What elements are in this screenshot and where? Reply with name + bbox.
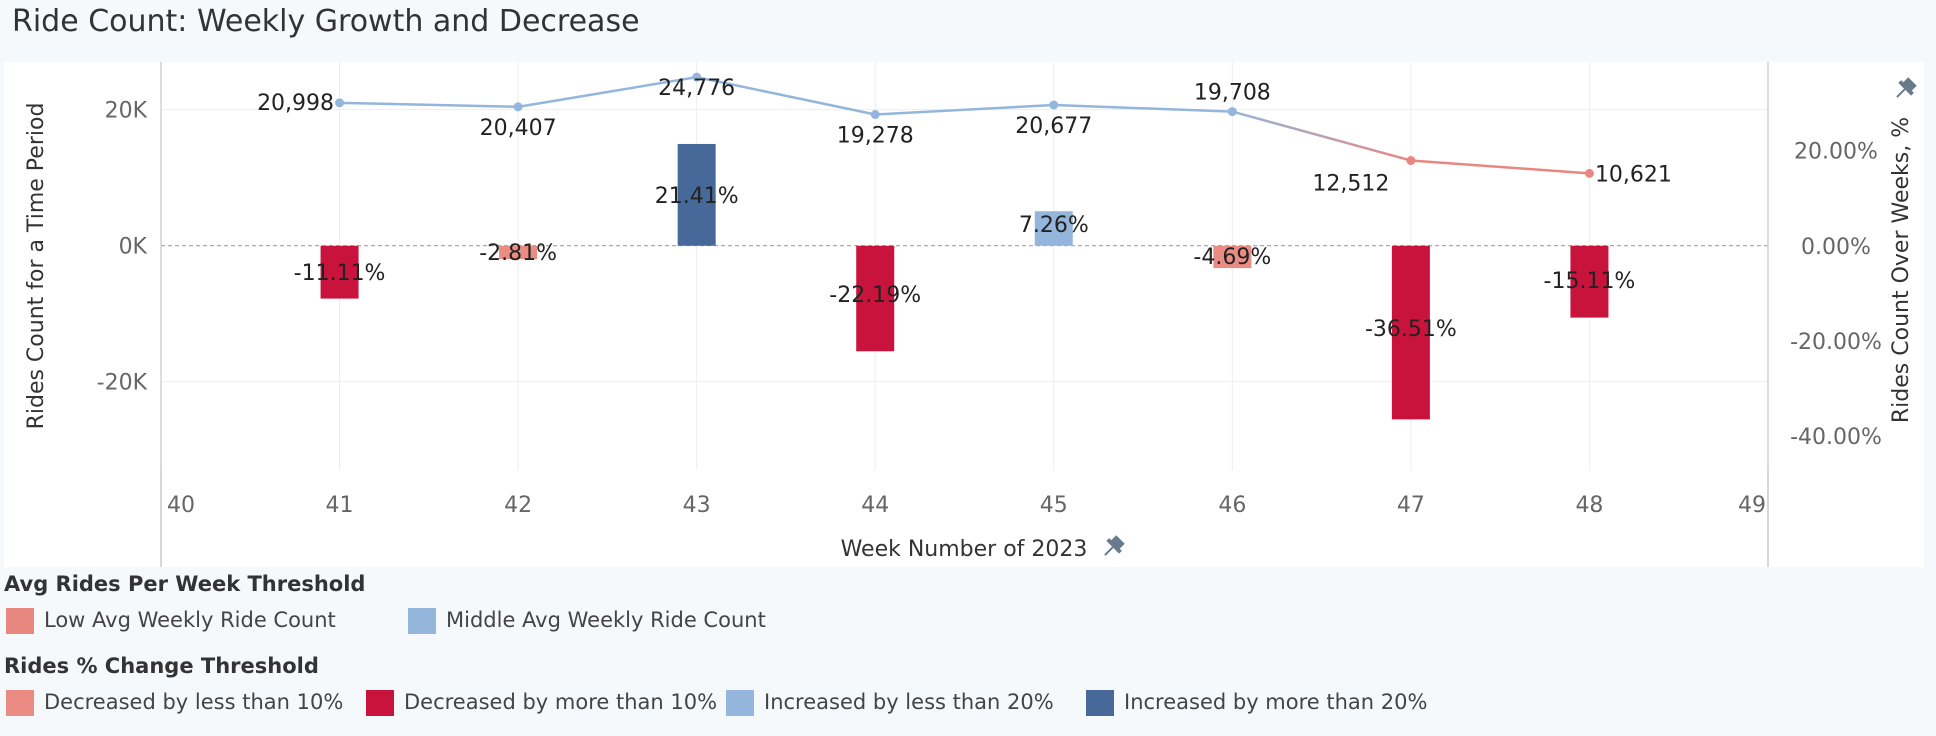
line-segment [1053,103,1233,113]
x-tick-label: 42 [504,493,532,518]
bar [320,245,359,299]
bar [1213,245,1252,269]
legend-title-threshold: Avg Rides Per Week Threshold [4,572,366,596]
legend-title-change: Rides % Change Threshold [4,654,319,678]
x-tick-label: 41 [326,493,354,518]
pin-icon [1896,77,1917,98]
bar [677,143,716,246]
left-tick-label: 20K [105,99,148,124]
line-segment [1410,159,1590,175]
line-segment [696,75,876,116]
line-point [1227,107,1237,117]
legend-swatch [1086,690,1114,716]
line-data-label: 24,776 [658,76,735,101]
bar [1391,245,1430,420]
left-tick-label: 0K [119,235,148,260]
line-point [513,102,523,112]
bar-data-label: -36.51% [1365,317,1457,342]
x-tick-label: 44 [861,493,889,518]
x-axis-title: Week Number of 2023 [841,537,1088,562]
left-tick-label: -20K [97,371,148,396]
right-tick-label: -20.00% [1790,330,1882,355]
line-segment [1232,110,1412,162]
right-tick-label: -40.00% [1790,425,1882,450]
x-tick-label: 45 [1040,493,1068,518]
line-data-label: 20,407 [480,116,557,141]
legend-label: Decreased by more than 10% [404,690,718,714]
chart-svg: 20K 0K -20K 20.00% 0.00% -20.00% -40.00% 40 41 42… [24,62,1917,567]
bar [856,245,895,352]
bar [1570,245,1609,318]
bar-data-label: -2.81% [479,241,557,266]
legend-label: Middle Avg Weekly Ride Count [446,608,766,632]
chart-area: 20K 0K -20K 20.00% 0.00% -20.00% -40.00% 40 41 42… [4,62,1924,567]
x-tick-label: 40 [167,493,195,518]
bar-data-label: 7.26% [1019,213,1089,238]
legend-swatch [6,608,34,634]
x-tick-label: 49 [1738,493,1766,518]
bar-data-label: -22.19% [829,283,921,308]
x-tick-label: 47 [1397,493,1425,518]
bar-data-label: 21.41% [655,184,739,209]
legend-swatch [408,608,436,634]
line-segment [517,75,697,109]
left-axis-title: Rides Count for a Time Period [24,103,49,430]
line-data-label: 12,512 [1312,172,1389,197]
right-tick-label: 0.00% [1801,235,1871,260]
x-tick-label: 43 [683,493,711,518]
line-data-label: 20,677 [1015,114,1092,139]
right-axis-title: Rides Count Over Weeks, % [1889,117,1914,423]
legend-swatch [366,690,394,716]
line-segment [875,103,1054,116]
line-data-label: 20,998 [257,91,334,116]
x-tick-label: 46 [1218,493,1246,518]
bar-data-label: -11.11% [294,261,386,286]
line-data-label: 10,621 [1595,162,1672,187]
bar [1034,211,1073,246]
legend-swatch [726,690,754,716]
line-point [692,72,702,82]
bar-data-label: -4.69% [1193,245,1271,270]
line-segment [339,101,519,109]
pin-icon [1104,535,1125,556]
line-point [870,110,880,120]
line-data-label: 19,708 [1194,81,1271,106]
line-point [1584,168,1594,178]
line-data-label: 19,278 [837,124,914,149]
bar-data-label: -15.11% [1544,269,1636,294]
x-tick-label: 48 [1575,493,1603,518]
chart-title: Ride Count: Weekly Growth and Decrease [12,4,640,39]
legend-swatch [6,690,34,716]
legend-label: Low Avg Weekly Ride Count [44,608,336,632]
right-tick-label: 20.00% [1794,140,1878,165]
line-point [1406,156,1416,166]
line-point [335,98,345,108]
legend-label: Decreased by less than 10% [44,690,344,714]
line-point [1049,100,1059,110]
legend-label: Increased by more than 20% [1124,690,1428,714]
legend-label: Increased by less than 20% [764,690,1054,714]
bar [499,245,538,260]
